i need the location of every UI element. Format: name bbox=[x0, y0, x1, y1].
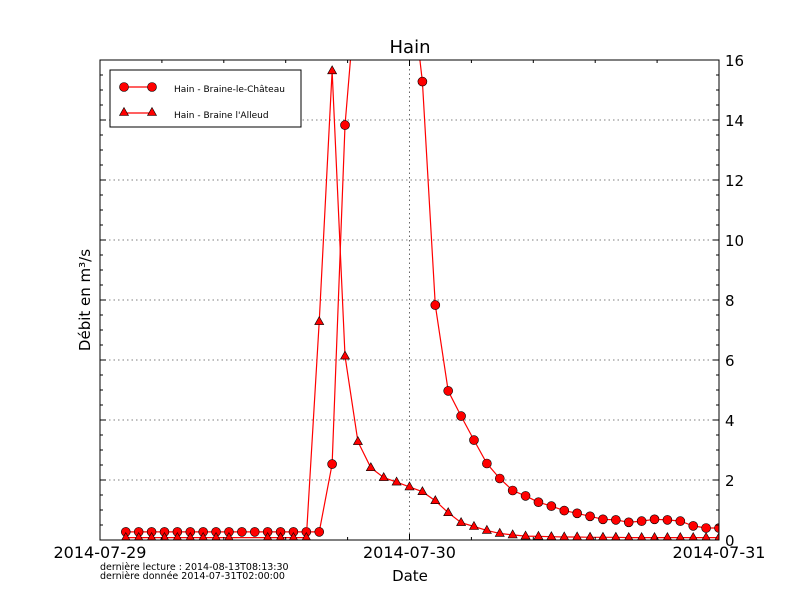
legend: Hain - Braine-le-Château Hain - Braine l… bbox=[109, 69, 302, 128]
y-tick-label: 6 bbox=[725, 352, 735, 370]
data-point-triangle bbox=[417, 486, 428, 496]
data-point-circle bbox=[237, 527, 247, 537]
data-point-triangle bbox=[507, 529, 518, 539]
data-point-circle bbox=[443, 386, 453, 396]
data-point-triangle bbox=[263, 531, 273, 540]
data-point-triangle bbox=[714, 531, 719, 540]
legend-label-braine-lalleud: Hain - Braine l'Alleud bbox=[174, 111, 269, 121]
data-point-triangle bbox=[637, 531, 647, 540]
data-point-circle bbox=[546, 501, 557, 511]
legend-triangle-marker bbox=[118, 106, 130, 116]
data-point-circle bbox=[507, 485, 518, 496]
x-axis-label: Date bbox=[392, 567, 428, 585]
data-point-triangle bbox=[198, 531, 208, 540]
data-point-triangle bbox=[688, 531, 698, 540]
data-point-circle bbox=[469, 435, 479, 445]
data-point-triangle bbox=[468, 520, 479, 530]
data-point-circle bbox=[598, 514, 608, 525]
data-point-triangle bbox=[185, 531, 195, 540]
data-point-triangle bbox=[314, 315, 325, 325]
data-point-circle bbox=[649, 514, 660, 525]
y-tick-label: 10 bbox=[725, 232, 744, 250]
data-point-triangle bbox=[598, 531, 608, 540]
data-point-triangle bbox=[134, 531, 144, 540]
data-point-triangle bbox=[559, 531, 570, 540]
data-point-triangle bbox=[675, 531, 685, 540]
data-point-triangle bbox=[327, 65, 338, 75]
data-point-triangle bbox=[572, 531, 582, 540]
data-point-circle bbox=[585, 511, 595, 522]
data-point-circle bbox=[494, 473, 505, 484]
data-point-triangle bbox=[147, 531, 157, 540]
data-point-triangle bbox=[365, 462, 376, 472]
data-point-circle bbox=[675, 516, 686, 526]
data-point-circle bbox=[482, 458, 492, 469]
data-point-triangle bbox=[585, 531, 595, 540]
data-point-circle bbox=[327, 459, 337, 469]
ticks bbox=[99, 59, 720, 541]
data-point-circle bbox=[662, 515, 673, 525]
y-tick-label: 2 bbox=[725, 472, 735, 490]
footer-last-read: dernière lecture : 2014-08-13T08:13:30 bbox=[100, 562, 289, 573]
data-point-circle bbox=[688, 521, 699, 531]
data-point-triangle bbox=[662, 531, 672, 540]
data-point-triangle bbox=[611, 531, 621, 540]
data-point-circle bbox=[572, 508, 582, 519]
y-tick-label: 16 bbox=[725, 52, 744, 70]
data-point-triangle bbox=[430, 495, 441, 505]
data-point-circle bbox=[456, 411, 466, 421]
data-point-triangle bbox=[340, 350, 351, 360]
data-point-triangle bbox=[391, 476, 402, 486]
data-point-triangle bbox=[701, 531, 711, 540]
grid bbox=[100, 60, 719, 540]
data-point-triangle bbox=[172, 531, 182, 540]
data-point-triangle bbox=[481, 524, 492, 534]
data-point-triangle bbox=[520, 530, 531, 540]
data-point-triangle bbox=[352, 435, 363, 445]
data-point-triangle bbox=[533, 530, 544, 540]
data-point-circle bbox=[623, 517, 634, 528]
data-point-circle bbox=[249, 527, 260, 537]
data-point-triangle bbox=[211, 531, 221, 540]
y-tick-label: 12 bbox=[725, 172, 744, 190]
data-point-triangle bbox=[494, 527, 505, 537]
data-point-triangle bbox=[288, 531, 298, 540]
legend-triangle-marker bbox=[146, 106, 158, 116]
series-layer bbox=[120, 60, 719, 540]
x-tick-label: 2014-07-30 bbox=[363, 543, 456, 562]
x-tick-label: 2014-07-31 bbox=[673, 543, 766, 562]
data-point-circle bbox=[340, 120, 350, 130]
data-point-circle bbox=[533, 497, 544, 508]
footer-last-data: dernière donnée 2014-07-31T02:00:00 bbox=[100, 571, 285, 582]
data-point-triangle bbox=[276, 531, 286, 540]
legend-circle-marker bbox=[147, 82, 157, 92]
data-point-triangle bbox=[456, 516, 467, 526]
data-point-triangle bbox=[121, 531, 131, 540]
y-tick-label: 14 bbox=[725, 112, 744, 130]
legend-circle-marker bbox=[119, 82, 129, 92]
data-point-circle bbox=[714, 523, 719, 533]
data-point-circle bbox=[636, 516, 647, 526]
legend-label-braine-le-chateau: Hain - Braine-le-Château bbox=[174, 85, 285, 95]
y-axis-label: Débit en m³/s bbox=[76, 249, 94, 351]
data-point-circle bbox=[520, 491, 531, 501]
data-point-triangle bbox=[301, 531, 311, 540]
data-point-circle bbox=[430, 300, 441, 310]
y-tick-label: 0 bbox=[725, 532, 735, 550]
data-point-circle bbox=[314, 527, 325, 537]
y-tick-label: 8 bbox=[725, 292, 735, 310]
chart-title: Hain bbox=[390, 37, 431, 58]
data-point-triangle bbox=[224, 531, 234, 540]
data-point-circle bbox=[559, 505, 570, 516]
data-point-triangle bbox=[624, 531, 634, 540]
x-tick-label: 2014-07-29 bbox=[54, 543, 147, 562]
data-point-triangle bbox=[443, 507, 454, 517]
data-point-circle bbox=[701, 523, 711, 533]
data-point-triangle bbox=[378, 471, 389, 481]
y-tick-label: 4 bbox=[725, 412, 735, 430]
data-point-circle bbox=[611, 515, 621, 525]
data-point-circle bbox=[417, 76, 428, 87]
data-point-triangle bbox=[404, 481, 415, 491]
